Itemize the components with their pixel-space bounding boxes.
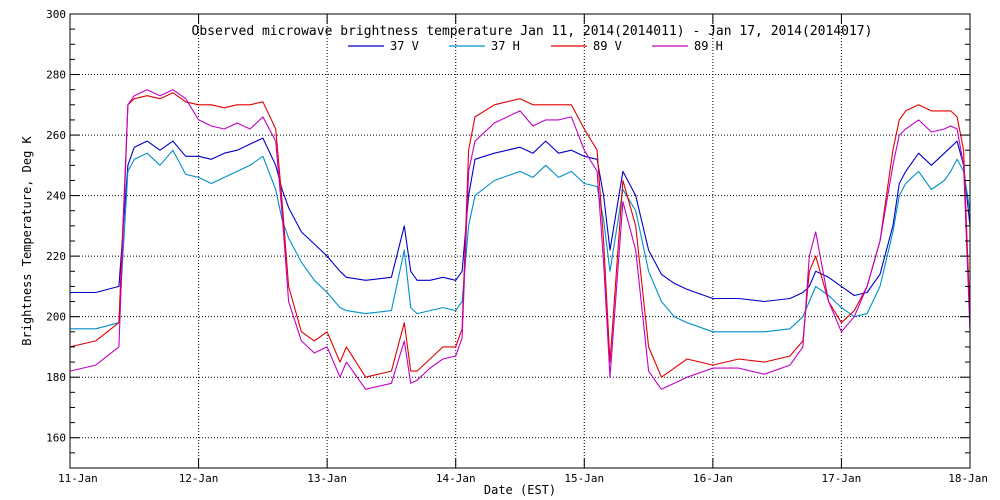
chart-title: Observed microwave brightness temperatur…: [192, 24, 873, 39]
y-tick-label: 260: [46, 129, 66, 142]
x-tick-label: 11-Jan: [58, 472, 98, 485]
y-axis-label: Brightness Temperature, Deg K: [20, 135, 34, 345]
x-tick-label: 15-Jan: [564, 472, 604, 485]
y-tick-label: 280: [46, 69, 66, 82]
x-tick-label: 16-Jan: [693, 472, 733, 485]
series-line-89-v: [69, 92, 971, 378]
x-tick-label: 13-Jan: [307, 472, 347, 485]
y-tick-label: 180: [46, 371, 66, 384]
x-tick-label: 14-Jan: [436, 472, 476, 485]
series-lines: [69, 89, 971, 390]
x-tick-label: 18-Jan: [948, 472, 988, 485]
plot-frame: [69, 13, 971, 469]
series-line-37-h: [70, 149, 971, 333]
y-tick-label: 160: [46, 432, 66, 445]
series-line-89-h: [69, 89, 971, 390]
y-tick-label: 300: [46, 8, 66, 21]
axis-ticks: 160 180 200 220 240 260 280 300 11-Jan 12-Jan 13-J…: [46, 8, 988, 485]
legend-label: 89 V: [593, 39, 622, 53]
legend-label: 89 H: [694, 39, 723, 53]
legend-label: 37 V: [390, 39, 419, 53]
y-tick-label: 220: [46, 250, 66, 263]
y-tick-label: 240: [46, 190, 66, 203]
legend-label: 37 H: [491, 39, 520, 53]
series-line-37-v: [70, 137, 971, 303]
y-tick-label: 200: [46, 311, 66, 324]
legend: 37 V 37 H 89 V 89 H: [348, 39, 723, 53]
x-tick-label: 12-Jan: [179, 472, 219, 485]
x-axis-label: Date (EST): [484, 483, 556, 497]
grid-lines: [70, 14, 970, 468]
x-tick-label: 17-Jan: [822, 472, 862, 485]
